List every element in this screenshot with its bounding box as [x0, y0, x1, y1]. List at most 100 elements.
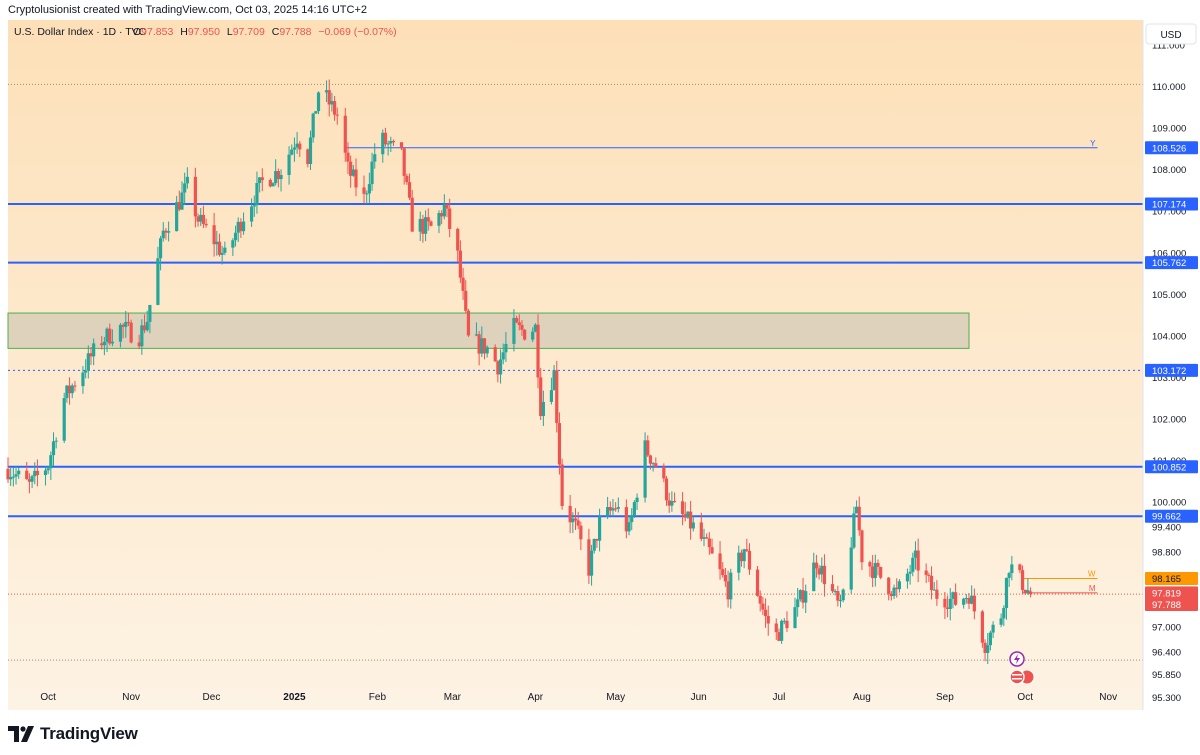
candle-up[interactable] [223, 247, 227, 253]
candle-down[interactable] [924, 570, 928, 575]
candle-up[interactable] [670, 501, 674, 506]
candle-up[interactable] [501, 352, 505, 360]
candle-down[interactable] [464, 290, 468, 311]
candle-up[interactable] [485, 347, 489, 354]
candle-down[interactable] [445, 204, 449, 209]
candle-down[interactable] [539, 377, 543, 417]
candle-down[interactable] [980, 611, 984, 643]
candle-down[interactable] [201, 214, 206, 224]
candle-down[interactable] [349, 161, 353, 176]
candle-up[interactable] [11, 476, 15, 478]
candle-up[interactable] [292, 147, 297, 150]
candle-up[interactable] [199, 214, 203, 222]
candle-up[interactable] [742, 549, 746, 562]
candle-up[interactable] [571, 518, 575, 523]
candle-up[interactable] [389, 140, 393, 144]
candle-up[interactable] [255, 182, 259, 206]
candle-up[interactable] [17, 470, 21, 475]
candle-down[interactable] [721, 569, 725, 576]
candle-down[interactable] [718, 553, 722, 570]
candle-up[interactable] [962, 598, 966, 605]
candle-up[interactable] [220, 252, 224, 255]
candle-up[interactable] [365, 193, 369, 195]
level-price-badge[interactable] [1145, 363, 1198, 377]
candle-down[interactable] [972, 595, 976, 612]
candle-up[interactable] [948, 598, 952, 609]
candle-up[interactable] [592, 538, 596, 551]
candle-up[interactable] [252, 205, 256, 207]
candle-down[interactable] [89, 353, 93, 357]
candle-down[interactable] [515, 317, 519, 323]
candle-down[interactable] [496, 361, 500, 375]
candle-down[interactable] [836, 591, 840, 601]
candle-up[interactable] [838, 600, 843, 602]
candle-down[interactable] [126, 321, 131, 323]
candle-up[interactable] [804, 591, 808, 603]
candle-down[interactable] [857, 506, 861, 531]
candle-up[interactable] [905, 573, 910, 582]
candle-up[interactable] [932, 589, 936, 591]
candle-up[interactable] [233, 232, 238, 241]
candle-down[interactable] [868, 562, 872, 567]
candle-up[interactable] [316, 92, 321, 112]
candle-down[interactable] [362, 187, 366, 194]
candle-down[interactable] [895, 587, 899, 590]
price-chart[interactable]: YWM 111.000110.000109.000108.000107.0001… [0, 20, 1200, 712]
candle-down[interactable] [785, 620, 789, 629]
candle-down[interactable] [343, 115, 347, 153]
candle-down[interactable] [576, 520, 580, 526]
candle-down[interactable] [579, 525, 583, 540]
candle-down[interactable] [477, 334, 481, 354]
candle-up[interactable] [616, 507, 620, 509]
candle-up[interactable] [258, 177, 262, 183]
candle-up[interactable] [271, 183, 275, 187]
level-price-badge[interactable] [1145, 509, 1198, 523]
candle-last[interactable] [1028, 591, 1033, 595]
candle-down[interactable] [306, 149, 310, 165]
candle-up[interactable] [897, 581, 902, 590]
candle-down[interactable] [421, 218, 425, 234]
candle-up[interactable] [812, 562, 816, 592]
candle-up[interactable] [908, 571, 912, 574]
candle-down[interactable] [662, 466, 666, 479]
candle-down[interactable] [573, 518, 578, 521]
candle-up[interactable] [185, 176, 189, 184]
us-flag-icon-front[interactable] [1009, 669, 1025, 685]
candle-down[interactable] [448, 208, 452, 229]
candle-up[interactable] [480, 338, 484, 354]
candle-down[interactable] [212, 225, 216, 245]
candle-down[interactable] [758, 595, 762, 604]
candle-up[interactable] [531, 331, 535, 340]
candle-up[interactable] [65, 385, 69, 399]
candle-up[interactable] [630, 515, 634, 523]
candle-up[interactable] [183, 183, 187, 193]
candle-down[interactable] [745, 549, 749, 551]
level-price-badge[interactable] [1145, 197, 1198, 211]
candle-up[interactable] [140, 325, 144, 347]
candle-up[interactable] [964, 597, 968, 599]
candle-up[interactable] [175, 202, 179, 232]
candle-down[interactable] [648, 455, 653, 464]
level-price-badge[interactable] [1145, 256, 1198, 270]
candle-up[interactable] [635, 497, 639, 503]
candle-down[interactable] [402, 148, 406, 176]
candle-down[interactable] [456, 228, 460, 251]
candle-down[interactable] [889, 593, 893, 596]
candle-up[interactable] [442, 204, 446, 217]
candle-down[interactable] [761, 603, 765, 610]
candle-up[interactable] [287, 154, 291, 175]
candle-down[interactable] [755, 569, 760, 596]
candle-down[interactable] [646, 440, 650, 456]
candle-down[interactable] [879, 566, 883, 578]
candle-up[interactable] [737, 552, 741, 573]
candle-down[interactable] [73, 385, 77, 387]
candle-up[interactable] [145, 321, 149, 331]
candle-up[interactable] [849, 547, 853, 590]
candle-down[interactable] [935, 589, 939, 599]
candle-up[interactable] [988, 632, 993, 646]
level-price-badge[interactable] [1145, 141, 1198, 155]
candle-down[interactable] [121, 324, 125, 327]
candle-down[interactable] [354, 169, 358, 188]
candle-down[interactable] [954, 592, 958, 605]
candle-down[interactable] [332, 101, 337, 115]
